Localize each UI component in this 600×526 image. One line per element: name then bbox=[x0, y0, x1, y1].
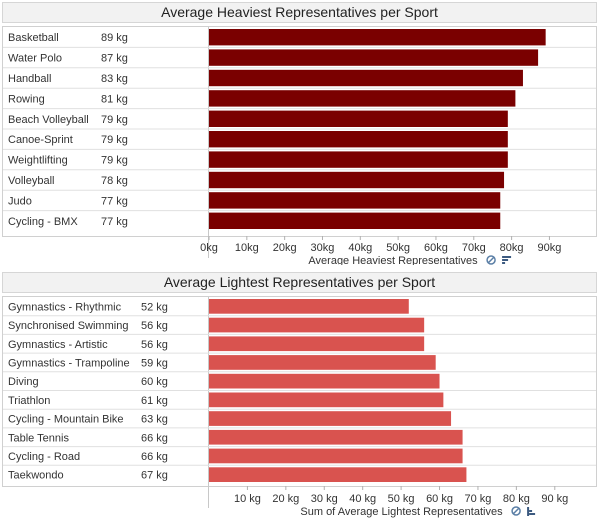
category-label: Triathlon bbox=[8, 395, 50, 407]
tick-label: 50 kg bbox=[388, 493, 415, 505]
category-label: Rowing bbox=[8, 93, 45, 105]
tick-label: 10kg bbox=[235, 242, 259, 254]
value-label: 63 kg bbox=[141, 414, 168, 426]
tick-label: 60 kg bbox=[426, 493, 453, 505]
bar[interactable] bbox=[209, 299, 409, 314]
value-label: 60 kg bbox=[141, 376, 168, 388]
funnel-icon[interactable] bbox=[486, 255, 496, 265]
bar[interactable] bbox=[209, 373, 440, 389]
tick-label: 30kg bbox=[311, 242, 335, 254]
tick-label: 90kg bbox=[538, 242, 562, 254]
value-label: 89 kg bbox=[101, 32, 128, 44]
bar[interactable] bbox=[209, 131, 508, 148]
bar[interactable] bbox=[209, 392, 444, 408]
category-label: Cycling - Road bbox=[8, 451, 80, 463]
value-label: 77 kg bbox=[101, 195, 128, 207]
x-axis-label: Average Heaviest Representatives bbox=[308, 255, 478, 265]
lightest-chart: Gymnastics - Rhythmic 52 kg Synchronised S… bbox=[2, 296, 597, 518]
value-label: 66 kg bbox=[141, 451, 168, 463]
category-label: Judo bbox=[8, 195, 32, 207]
category-label: Table Tennis bbox=[8, 432, 69, 444]
bar[interactable] bbox=[209, 69, 523, 87]
value-label: 87 kg bbox=[101, 53, 128, 65]
value-label: 77 kg bbox=[101, 216, 128, 228]
tick-label: 10 kg bbox=[234, 493, 261, 505]
tick-label: 20kg bbox=[273, 242, 297, 254]
value-label: 79 kg bbox=[101, 155, 128, 167]
tick-label: 30 kg bbox=[311, 493, 338, 505]
chart-title: Average Heaviest Representatives per Spo… bbox=[2, 2, 597, 23]
bar[interactable] bbox=[209, 151, 508, 168]
value-label: 66 kg bbox=[141, 432, 168, 444]
bar[interactable] bbox=[209, 171, 505, 189]
bar[interactable] bbox=[209, 336, 425, 352]
bar[interactable] bbox=[209, 192, 501, 209]
category-label: Water Polo bbox=[8, 53, 62, 65]
table-frame bbox=[2, 26, 597, 237]
x-axis-label: Sum of Average Lightest Representatives bbox=[300, 506, 503, 518]
tick-label: 40kg bbox=[348, 242, 372, 254]
category-label: Cycling - BMX bbox=[8, 216, 78, 228]
category-label: Beach Volleyball bbox=[8, 114, 89, 126]
funnel-icon[interactable] bbox=[511, 506, 521, 516]
bar[interactable] bbox=[209, 448, 463, 464]
tick-label: 0kg bbox=[200, 242, 218, 254]
value-label: 79 kg bbox=[101, 114, 128, 126]
value-label: 83 kg bbox=[101, 73, 128, 85]
tick-label: 20 kg bbox=[272, 493, 299, 505]
value-label: 56 kg bbox=[141, 339, 168, 351]
tick-label: 50kg bbox=[386, 242, 410, 254]
bar[interactable] bbox=[209, 429, 463, 445]
value-label: 81 kg bbox=[101, 93, 128, 105]
value-label: 61 kg bbox=[141, 395, 168, 407]
category-label: Basketball bbox=[8, 32, 59, 44]
category-label: Gymnastics - Rhythmic bbox=[8, 301, 122, 313]
bar[interactable] bbox=[209, 411, 452, 426]
category-label: Cycling - Mountain Bike bbox=[8, 414, 124, 426]
bar[interactable] bbox=[209, 317, 425, 333]
bar[interactable] bbox=[209, 467, 467, 482]
category-label: Diving bbox=[8, 376, 39, 388]
tick-label: 70kg bbox=[462, 242, 486, 254]
tick-label: 40 kg bbox=[349, 493, 376, 505]
value-label: 56 kg bbox=[141, 320, 168, 332]
tick-label: 60kg bbox=[424, 242, 448, 254]
bar[interactable] bbox=[209, 49, 539, 66]
category-label: Handball bbox=[8, 73, 51, 85]
category-label: Taekwondo bbox=[8, 470, 64, 482]
bar[interactable] bbox=[209, 29, 546, 46]
lightest-panel: Average Lightest Representatives per Spo… bbox=[0, 270, 600, 526]
sort-icon[interactable] bbox=[502, 256, 512, 264]
value-label: 67 kg bbox=[141, 470, 168, 482]
category-label: Canoe-Sprint bbox=[8, 134, 73, 146]
tick-label: 70 kg bbox=[464, 493, 491, 505]
value-label: 59 kg bbox=[141, 357, 168, 369]
value-label: 52 kg bbox=[141, 301, 168, 313]
bar[interactable] bbox=[209, 110, 508, 127]
heaviest-chart: Basketball 89 kg Water Polo 87 kg Handball 83… bbox=[2, 26, 597, 265]
tick-label: 80kg bbox=[500, 242, 524, 254]
chart-title: Average Lightest Representatives per Spo… bbox=[2, 272, 597, 293]
category-label: Volleyball bbox=[8, 175, 54, 187]
category-label: Gymnastics - Trampoline bbox=[8, 357, 130, 369]
tick-label: 90 kg bbox=[541, 493, 568, 505]
heaviest-panel: Average Heaviest Representatives per Spo… bbox=[2, 2, 597, 265]
sort-icon[interactable] bbox=[527, 507, 536, 516]
table-frame bbox=[2, 296, 597, 487]
category-label: Synchronised Swimming bbox=[8, 320, 128, 332]
category-label: Gymnastics - Artistic bbox=[8, 339, 108, 351]
tick-label: 80 kg bbox=[503, 493, 530, 505]
bar[interactable] bbox=[209, 212, 501, 229]
category-label: Weightlifting bbox=[8, 155, 68, 167]
bar[interactable] bbox=[209, 355, 436, 370]
value-label: 79 kg bbox=[101, 134, 128, 146]
value-label: 78 kg bbox=[101, 175, 128, 187]
bar[interactable] bbox=[209, 90, 516, 107]
